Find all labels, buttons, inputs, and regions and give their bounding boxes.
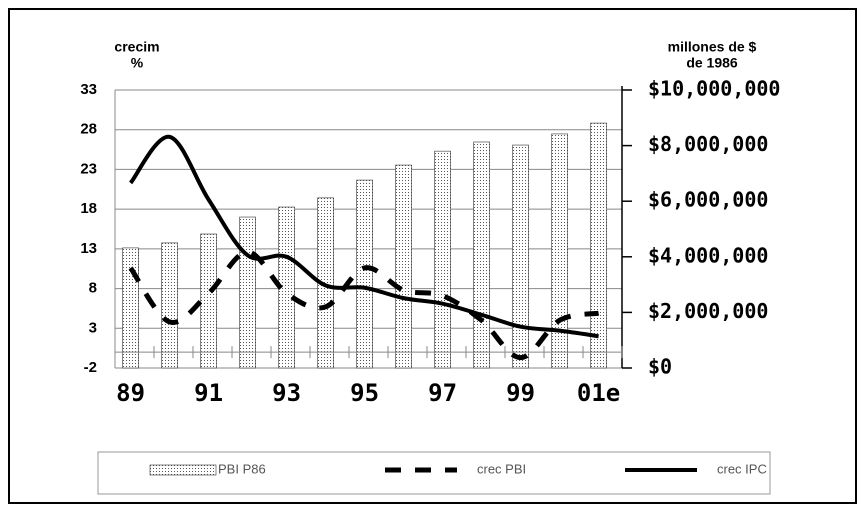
y-tick-label: 13 — [80, 240, 97, 257]
frame — [8, 8, 857, 504]
x-tick-label: 95 — [350, 379, 379, 407]
bar — [356, 179, 373, 369]
x-tick-label: 01e — [577, 379, 620, 407]
bar — [434, 150, 451, 369]
legend-box — [97, 451, 771, 495]
x-tick-label: 91 — [194, 379, 223, 407]
bar — [590, 122, 607, 369]
y2-tick-label: $2,000,000 — [648, 299, 768, 323]
legend-label: crec PBI — [477, 461, 526, 476]
bar — [473, 141, 490, 369]
bar — [551, 133, 568, 369]
y-tick-label: 3 — [89, 319, 97, 336]
bar — [239, 216, 256, 369]
y2-axis-label: de 1986 — [686, 55, 738, 71]
bar — [122, 247, 139, 369]
y2-tick-label: $6,000,000 — [648, 188, 768, 212]
y-axis-label: % — [131, 55, 144, 71]
y-axis-label: crecim — [114, 39, 159, 55]
y-tick-label: 23 — [80, 160, 97, 177]
legend-label: PBI P86 — [218, 461, 266, 476]
y-tick-label: 8 — [89, 280, 97, 297]
bar — [161, 242, 178, 369]
y2-tick-label: $10,000,000 — [648, 77, 780, 101]
bar — [395, 164, 412, 369]
bar — [200, 233, 217, 369]
legend-swatch — [149, 464, 217, 476]
y-tick-label: 18 — [80, 200, 97, 217]
line-series — [128, 249, 600, 361]
y-tick-label: 33 — [80, 81, 97, 98]
x-tick-label: 97 — [428, 379, 457, 407]
y2-tick-label: $4,000,000 — [648, 243, 768, 267]
y2-axis-label: millones de $ — [668, 39, 757, 55]
line-series — [128, 134, 599, 339]
x-tick-label: 89 — [116, 379, 145, 407]
y2-tick-label: $0 — [648, 355, 672, 379]
legend-label: crec IPC — [717, 461, 767, 476]
y-tick-label: 28 — [80, 121, 97, 138]
x-tick-label: 93 — [272, 379, 301, 407]
y2-tick-label: $8,000,000 — [648, 132, 768, 156]
x-tick-label: 99 — [506, 379, 535, 407]
bar — [512, 144, 529, 369]
y-tick-label: -2 — [84, 359, 97, 376]
